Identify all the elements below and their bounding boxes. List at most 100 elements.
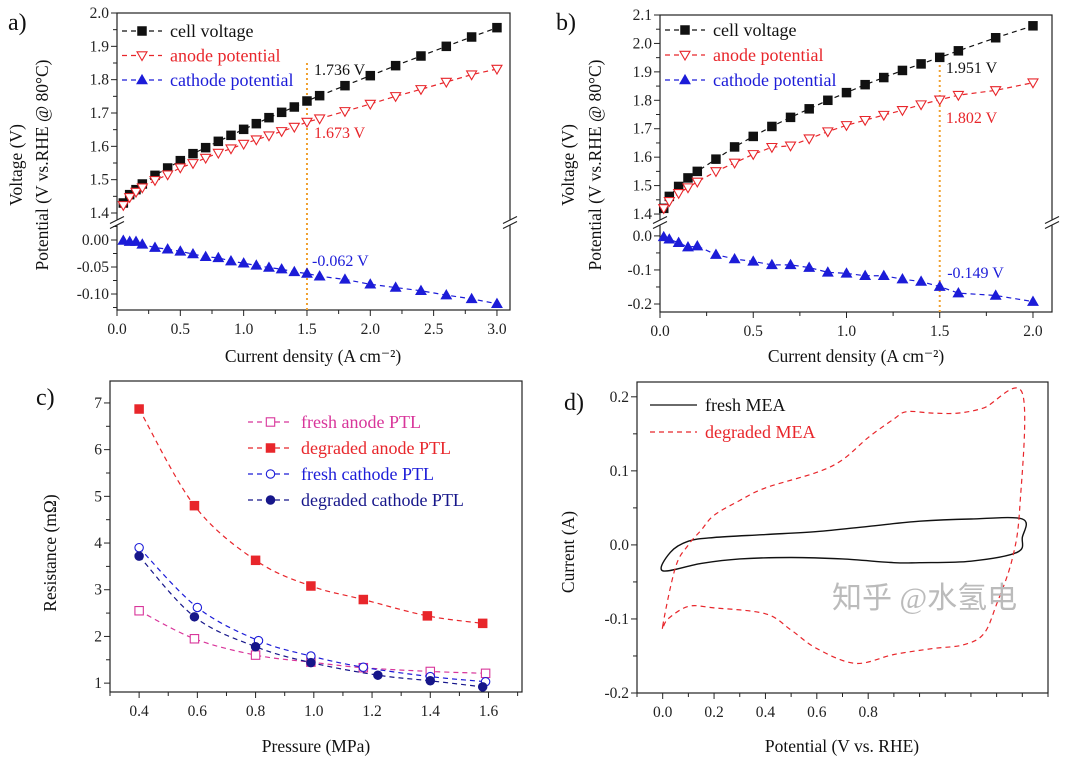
- data-point: [860, 79, 870, 90]
- data-point: [199, 153, 212, 165]
- data-point: [480, 668, 491, 679]
- x-tick-label: 1.4: [421, 703, 441, 720]
- data-point: [915, 100, 928, 111]
- data-point: [747, 255, 760, 266]
- data-point: [425, 676, 436, 686]
- y-tick-label: 2.0: [90, 5, 110, 22]
- y-tick-label: -0.1: [604, 611, 629, 628]
- y-tick-label: 1.7: [90, 105, 110, 122]
- data-point: [747, 150, 760, 161]
- y-tick-label: 5: [94, 488, 102, 505]
- data-point: [466, 32, 477, 42]
- series: [657, 78, 1039, 215]
- data-point: [189, 634, 200, 644]
- data-point: [491, 64, 503, 76]
- y-tick-label: 0.0: [610, 537, 630, 554]
- data-point: [767, 121, 777, 132]
- data-point: [748, 131, 758, 142]
- data-point: [877, 269, 890, 280]
- x-axis-title: Pressure (MPa): [262, 736, 371, 756]
- data-point: [389, 92, 402, 103]
- y-tick-label: 1.6: [633, 149, 653, 166]
- data-point: [934, 52, 945, 63]
- x-tick-label: 3.0: [487, 321, 507, 338]
- data-point: [989, 289, 1002, 300]
- data-point: [226, 130, 236, 141]
- data-point: [149, 241, 161, 252]
- y-axis-title: Voltage (V): [6, 124, 26, 206]
- data-point: [728, 158, 741, 169]
- axis-break-gap: [652, 219, 668, 226]
- data-point: [440, 288, 453, 300]
- value-annotation: 1.951 V: [946, 60, 998, 77]
- y-axis-title: Potential (V vs.RHE @ 80°C): [585, 59, 605, 270]
- legend-item: fresh anode PTL: [248, 412, 421, 432]
- legend-label: degraded anode PTL: [301, 438, 451, 458]
- legend-label: cathode potential: [170, 70, 293, 90]
- data-point: [238, 124, 249, 135]
- data-point: [373, 670, 383, 680]
- y-tick-label: 1.4: [633, 206, 653, 223]
- legend-label: degraded cathode PTL: [301, 490, 464, 510]
- x-tick-label: 0.4: [129, 703, 149, 720]
- y-tick-label: 1.4: [90, 205, 110, 222]
- data-point: [859, 115, 872, 127]
- x-tick-label: 0.4: [756, 704, 776, 721]
- data-point: [134, 404, 144, 414]
- y-tick-label: 7: [94, 395, 102, 412]
- data-point: [237, 257, 250, 268]
- data-point: [130, 235, 142, 246]
- legend-label: cell voltage: [170, 21, 253, 41]
- series: [117, 234, 503, 308]
- panel-a: a) 0.0 0.5 1.0 1.5 2.0 2.5 3.0 1.4 1.5 1.6 1.7 1.8 1.…: [6, 5, 518, 366]
- data-point: [840, 267, 853, 278]
- legend-item: degraded cathode PTL: [248, 490, 464, 510]
- legend-label: cathode potential: [713, 70, 836, 90]
- x-axis-title: Current density (A cm⁻²): [225, 346, 401, 366]
- y-tick-label: 6: [94, 442, 102, 459]
- data-point: [339, 273, 351, 284]
- series: [134, 542, 491, 687]
- data-point: [682, 183, 694, 194]
- value-annotation: 1.736 V: [314, 62, 366, 79]
- legend-item: cathode potential: [665, 70, 836, 90]
- x-tick-label: 1.2: [362, 703, 381, 720]
- data-point: [804, 104, 814, 114]
- series: [658, 21, 1038, 214]
- series: [134, 404, 488, 629]
- data-point: [161, 243, 174, 254]
- data-point: [117, 234, 130, 245]
- data-point: [422, 611, 433, 621]
- y-tick-label: -0.05: [77, 259, 110, 276]
- series-line: [663, 82, 1034, 209]
- legend-marker: [265, 469, 276, 479]
- data-point: [188, 148, 198, 159]
- data-point: [192, 602, 203, 613]
- legend-label: fresh cathode PTL: [301, 464, 434, 484]
- x-tick-label: 1.6: [479, 703, 499, 720]
- legend-label: fresh anode PTL: [301, 412, 421, 432]
- data-point: [897, 65, 908, 76]
- legend-label: anode potential: [713, 45, 823, 65]
- data-point: [691, 177, 704, 189]
- data-point: [803, 134, 816, 145]
- y-tick-label: 1.5: [633, 178, 653, 195]
- value-annotation: -0.062 V: [312, 253, 369, 270]
- x-tick-label: 0.5: [171, 321, 191, 338]
- series: [660, 516, 1027, 572]
- data-point: [275, 263, 288, 274]
- legend-marker: [679, 73, 691, 85]
- x-tick-label: 2.5: [424, 321, 444, 338]
- plot-frame: [659, 14, 1053, 313]
- data-point: [682, 241, 694, 252]
- data-point: [765, 142, 778, 154]
- data-point: [134, 542, 144, 553]
- data-point: [692, 166, 703, 177]
- panel-label: b): [556, 10, 576, 36]
- data-point: [990, 32, 1001, 43]
- data-point: [657, 204, 670, 215]
- data-point: [1027, 78, 1039, 89]
- x-tick-label: 0.2: [704, 704, 723, 721]
- legend-item: degraded MEA: [650, 422, 815, 442]
